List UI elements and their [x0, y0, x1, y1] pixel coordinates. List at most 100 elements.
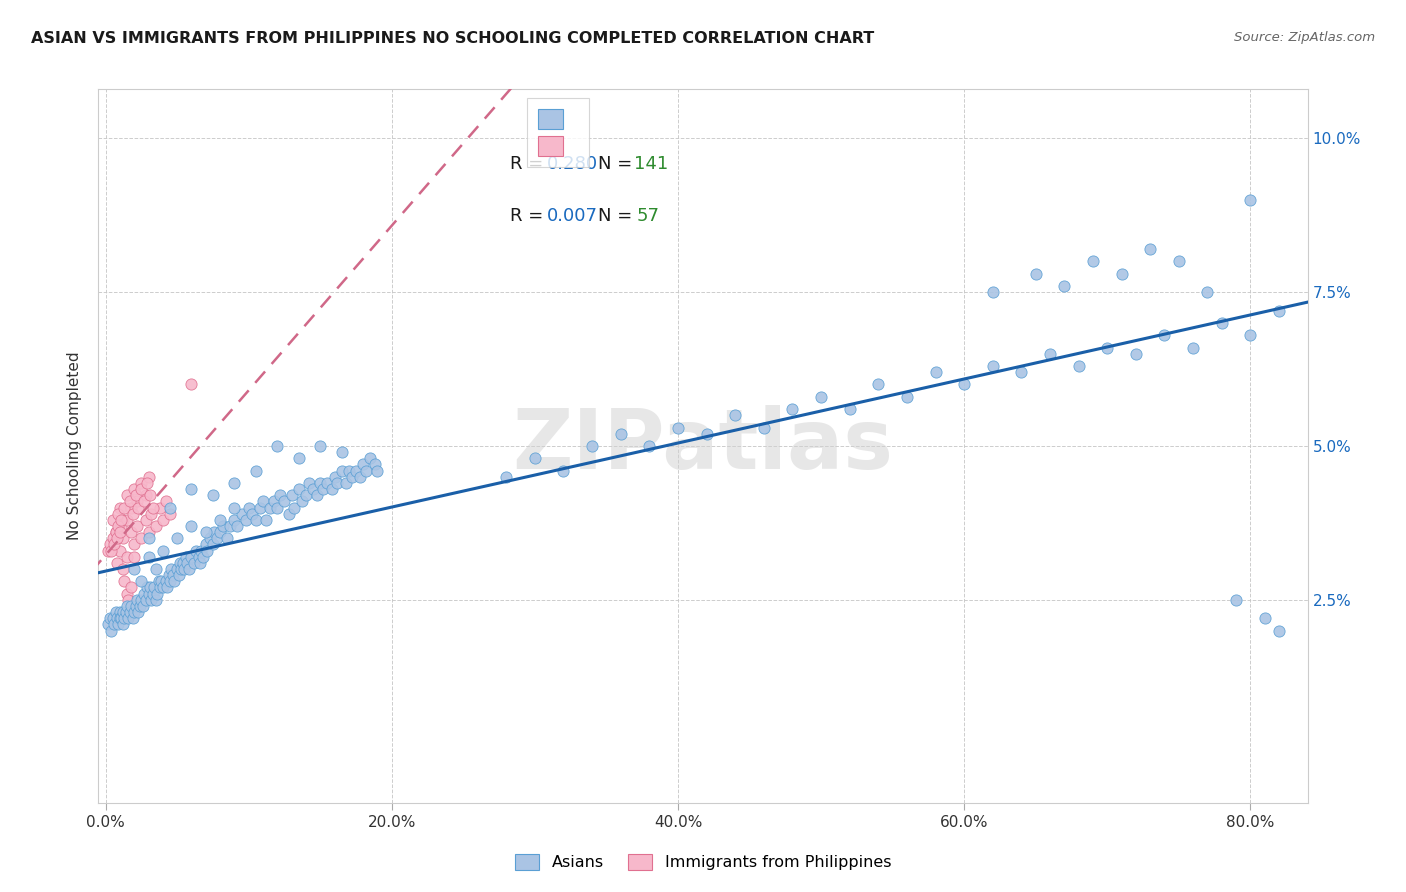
Point [107, 617, 129, 632]
Point [666, 420, 689, 434]
Point [111, 605, 134, 619]
Point [166, 562, 188, 576]
Point [107, 519, 129, 533]
Point [141, 592, 163, 607]
Text: R =: R = [509, 155, 548, 173]
Point [349, 469, 371, 483]
Point [180, 549, 202, 564]
Point [1067, 359, 1090, 373]
Point [155, 574, 177, 589]
Point [118, 605, 141, 619]
Point [115, 587, 138, 601]
Point [97, 617, 120, 632]
Point [190, 543, 212, 558]
Point [112, 611, 135, 625]
Y-axis label: No Schooling Completed: No Schooling Completed [67, 351, 83, 541]
Point [145, 562, 167, 576]
Point [1081, 254, 1104, 268]
Point [1239, 328, 1261, 343]
Point [101, 513, 124, 527]
Point [309, 439, 332, 453]
Point [125, 592, 148, 607]
Point [127, 605, 149, 619]
Point [287, 482, 309, 496]
Point [124, 599, 146, 613]
Point [122, 537, 145, 551]
Point [118, 494, 141, 508]
Point [159, 574, 181, 589]
Point [138, 587, 160, 601]
Point [162, 568, 184, 582]
Point [259, 500, 281, 515]
Point [287, 451, 309, 466]
Point [131, 574, 153, 589]
Point [115, 513, 138, 527]
Point [166, 531, 188, 545]
Point [1197, 285, 1219, 300]
Point [180, 519, 202, 533]
Point [953, 377, 976, 392]
Point [103, 617, 125, 632]
Point [149, 581, 172, 595]
Point [1239, 193, 1261, 207]
Point [1167, 254, 1189, 268]
Point [103, 537, 125, 551]
Point [100, 624, 122, 638]
Point [122, 549, 145, 564]
Point [97, 543, 120, 558]
Point [138, 549, 160, 564]
Point [139, 581, 162, 595]
Point [553, 464, 575, 478]
Point [120, 581, 142, 595]
Point [981, 285, 1004, 300]
Point [98, 537, 121, 551]
Point [101, 611, 124, 625]
Text: ASIAN VS IMMIGRANTS FROM PHILIPPINES NO SCHOOLING COMPLETED CORRELATION CHART: ASIAN VS IMMIGRANTS FROM PHILIPPINES NO … [31, 31, 875, 46]
Point [924, 365, 946, 379]
Point [172, 556, 194, 570]
Point [1039, 347, 1062, 361]
Point [224, 500, 246, 515]
Point [122, 482, 145, 496]
Point [108, 525, 131, 540]
Point [125, 494, 148, 508]
Point [114, 605, 136, 619]
Point [307, 488, 329, 502]
Point [108, 605, 131, 619]
Point [321, 482, 343, 496]
Point [1125, 347, 1147, 361]
Point [1211, 316, 1233, 330]
Point [269, 488, 291, 502]
Point [283, 500, 305, 515]
Point [1097, 341, 1119, 355]
Point [169, 556, 191, 570]
Point [139, 488, 162, 502]
Point [217, 531, 239, 545]
Point [330, 464, 353, 478]
Point [495, 469, 517, 483]
Text: 57: 57 [637, 207, 659, 225]
Point [212, 519, 235, 533]
Point [148, 574, 170, 589]
Point [609, 426, 631, 441]
Point [330, 445, 353, 459]
Point [100, 543, 122, 558]
Point [363, 458, 385, 472]
Point [131, 482, 153, 496]
Point [354, 464, 377, 478]
Point [226, 519, 249, 533]
Point [187, 549, 209, 564]
Point [177, 562, 200, 576]
Point [132, 599, 155, 613]
Point [277, 507, 299, 521]
Point [1268, 624, 1291, 638]
Text: N =: N = [598, 207, 638, 225]
Point [142, 500, 165, 515]
Legend: , : , [527, 98, 589, 167]
Point [245, 464, 267, 478]
Point [838, 402, 860, 417]
Point [108, 611, 131, 625]
Point [298, 475, 321, 490]
Point [245, 513, 267, 527]
Point [340, 469, 363, 483]
